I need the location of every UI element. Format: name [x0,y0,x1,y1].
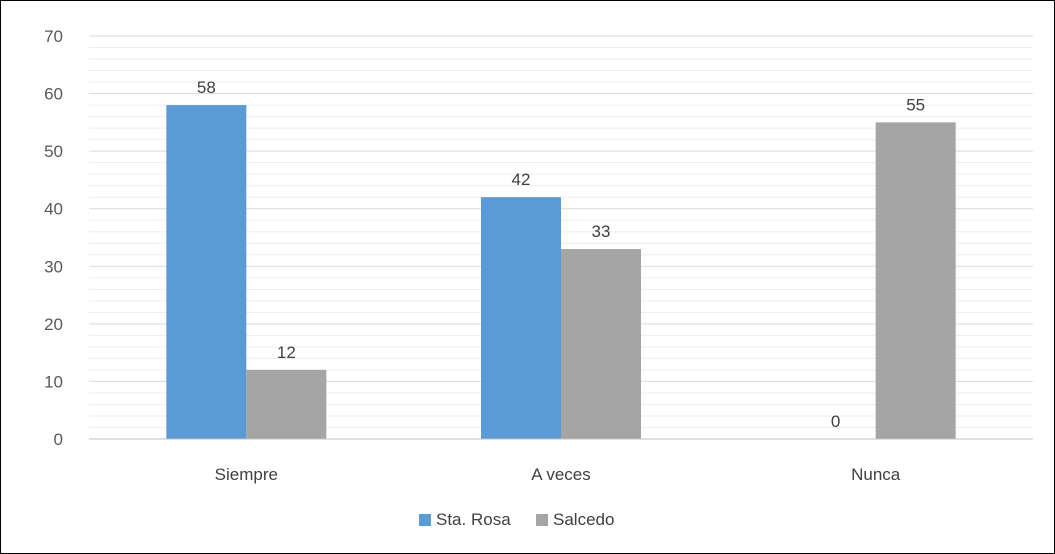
data-label: 33 [592,222,611,241]
category-label: Siempre [215,465,278,484]
category-label: A veces [531,465,591,484]
bar-sta-rosa-a-veces [481,197,561,439]
y-tick-label: 60 [44,85,63,104]
category-label: Nunca [851,465,901,484]
y-tick-label: 30 [44,257,63,276]
y-axis-tick-labels: 0 10 20 30 40 50 60 70 [44,27,63,449]
bar-sta-rosa-siempre [166,105,247,439]
y-tick-label: 70 [44,27,63,46]
legend-label: Salcedo [553,510,614,529]
bar-salcedo-nunca [875,122,956,439]
data-label: 55 [906,95,925,114]
data-label: 0 [831,412,840,431]
data-labels: 58 12 42 33 0 55 [197,78,925,431]
y-tick-label: 0 [54,430,63,449]
y-tick-label: 50 [44,142,63,161]
bars [166,105,956,439]
data-label: 58 [197,78,216,97]
data-label: 12 [277,343,296,362]
legend: Sta. Rosa Salcedo [419,510,614,529]
legend-label: Sta. Rosa [436,510,511,529]
y-tick-label: 10 [44,372,63,391]
legend-swatch [536,514,548,526]
y-tick-label: 20 [44,315,63,334]
bar-salcedo-siempre [246,369,327,439]
bar-salcedo-a-veces [561,249,641,439]
y-tick-label: 40 [44,200,63,219]
data-label: 42 [512,170,531,189]
x-axis-category-labels: Siempre A veces Nunca [215,465,901,484]
legend-swatch [419,514,431,526]
